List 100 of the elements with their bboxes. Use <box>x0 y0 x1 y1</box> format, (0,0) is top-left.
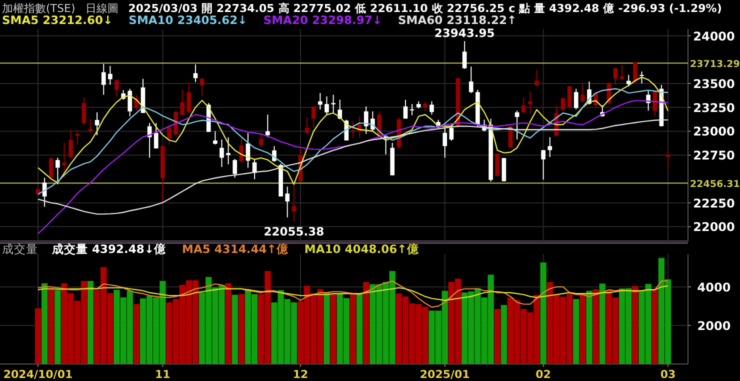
ref-line-label: 23713.29 <box>690 59 740 70</box>
candlestick <box>502 158 506 182</box>
annotation: 22055.38 <box>264 224 324 238</box>
bar <box>41 283 48 364</box>
y-tick-label: 22000 <box>693 220 735 234</box>
bar <box>580 293 586 364</box>
bar <box>363 282 370 364</box>
bar <box>652 289 658 364</box>
text: 4392.48 <box>549 2 600 15</box>
bar <box>632 286 638 364</box>
text: c <box>508 2 516 15</box>
bar <box>540 262 546 364</box>
candlestick <box>620 64 624 80</box>
bar <box>87 280 94 364</box>
candlestick <box>285 186 290 218</box>
text: 低 <box>354 2 366 15</box>
candlestick <box>292 184 296 222</box>
text: 億 <box>602 2 616 15</box>
candlestick <box>652 90 658 117</box>
candlestick <box>430 100 434 116</box>
bar <box>324 292 330 364</box>
y-tick-label: 23250 <box>693 100 735 115</box>
text: 22756.25 <box>446 2 505 15</box>
text: -296.93 (-1.29%) <box>618 2 722 15</box>
text: 量 <box>533 2 546 15</box>
candlestick <box>541 150 546 180</box>
bar <box>573 299 580 364</box>
y-tick-label: 4000 <box>697 280 731 294</box>
text: MA5 4314.44↑億 <box>182 242 290 256</box>
candlestick <box>258 132 264 148</box>
candlestick <box>75 129 80 145</box>
bar <box>34 308 42 364</box>
x-tick-label: 12 <box>292 368 308 381</box>
bar <box>330 294 336 364</box>
text: SMA60 23118.22↑ <box>398 13 517 27</box>
candlestick <box>574 88 578 110</box>
chart-subtitle: 日線圖 <box>85 2 118 15</box>
text: 2025/03/03 <box>128 2 198 15</box>
candlestick <box>311 106 316 128</box>
line-series <box>37 285 669 301</box>
bar <box>350 294 356 364</box>
y-tick-label: 22750 <box>693 148 735 163</box>
bar <box>133 304 140 364</box>
candlestick <box>304 116 310 135</box>
candlestick <box>114 80 119 97</box>
candlestick <box>56 157 60 185</box>
text: 開 <box>202 2 213 15</box>
candlestick <box>154 122 158 149</box>
text: 收 <box>432 2 444 15</box>
candlestick <box>462 40 467 70</box>
candlestick <box>560 98 566 112</box>
candlestick <box>364 106 368 134</box>
text: 點 <box>518 2 530 15</box>
candlestick <box>468 66 474 94</box>
text: 22611.10 <box>370 2 428 15</box>
candlestick <box>410 104 414 116</box>
candlestick <box>534 69 539 86</box>
chart-title: 加權指數(TSE) <box>2 2 76 15</box>
text: SMA20 23298.97↓ <box>263 13 382 27</box>
ref-line-label: 22456.31 <box>690 179 740 190</box>
bar <box>232 294 238 364</box>
candlestick <box>580 84 585 104</box>
candlestick <box>495 153 500 176</box>
candlestick <box>48 156 54 179</box>
candlestick <box>62 142 66 178</box>
bar <box>494 308 500 364</box>
bar <box>54 290 61 364</box>
bar <box>225 283 232 364</box>
candlestick <box>232 158 238 178</box>
chart-title: 成交量 <box>2 242 38 256</box>
candlestick <box>226 136 230 165</box>
bar <box>592 289 599 364</box>
candlestick <box>213 130 218 145</box>
bar <box>586 290 592 364</box>
bar <box>48 288 54 364</box>
candlestick <box>370 110 375 132</box>
y-tick-label: 24000 <box>693 29 735 44</box>
candlestick <box>193 64 198 83</box>
candlestick <box>128 88 132 117</box>
candlestick <box>82 96 86 126</box>
text: MA10 4048.06↑億 <box>304 242 420 256</box>
candlestick <box>68 129 73 158</box>
bar <box>238 294 245 364</box>
candlestick <box>548 136 552 158</box>
x-tick-label: 2024/10/01 <box>3 368 73 381</box>
candlestick <box>180 89 185 117</box>
candlestick <box>94 112 100 136</box>
text: 22775.02 <box>293 2 352 15</box>
bar <box>599 284 606 364</box>
y-tick-label: 23500 <box>693 77 735 91</box>
candlestick <box>633 61 638 84</box>
candlestick <box>88 119 93 134</box>
bar <box>500 304 508 364</box>
x-tick-label: 2025/01 <box>420 368 470 381</box>
candlestick <box>167 125 172 146</box>
y-tick-label: 2000 <box>697 318 731 333</box>
candlestick <box>186 82 192 114</box>
candlestick <box>403 99 408 120</box>
x-tick-label: 11 <box>155 368 170 381</box>
candlestick <box>200 76 204 97</box>
